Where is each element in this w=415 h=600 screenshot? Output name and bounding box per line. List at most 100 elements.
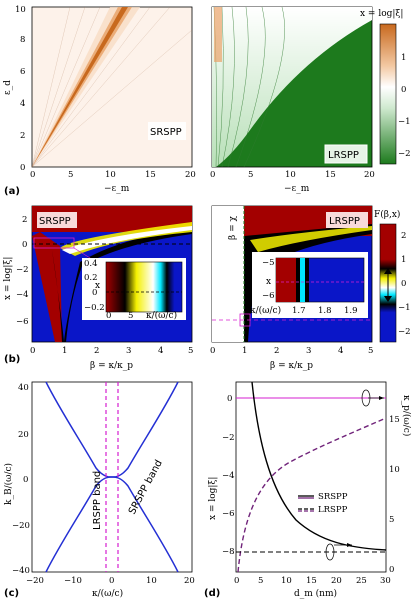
svg-text:0: 0 [23, 475, 28, 485]
svg-text:10: 10 [285, 170, 296, 180]
svg-text:5: 5 [389, 515, 394, 525]
svg-text:0: 0 [92, 288, 97, 298]
svg-text:−8: −8 [222, 547, 235, 557]
svg-text:4: 4 [20, 99, 25, 109]
panel-c-lrspp-band-label: LRSPP band [92, 471, 103, 530]
svg-text:5: 5 [128, 311, 133, 321]
panel-b-colorbar: F(β,x) 2 1 0 −1 −2 [374, 209, 411, 343]
panel-b-right-inset: −5 −6 x κ/(ω/c) 1.7 1.8 1.9 [250, 252, 368, 318]
panel-b-left-yticks: 2 0 −2 −4 −6 [16, 215, 29, 327]
svg-text:2: 2 [20, 131, 25, 141]
svg-text:6: 6 [20, 67, 25, 77]
svg-text:15: 15 [145, 170, 156, 180]
svg-text:−2: −2 [398, 327, 411, 337]
svg-text:2: 2 [274, 346, 279, 356]
svg-text:0.2: 0.2 [84, 273, 98, 283]
panel-d-xlabel: d_m (nm) [294, 588, 337, 599]
panel-a-left-yticks: 0 2 4 6 8 10 [15, 5, 26, 173]
panel-b-label: (b) [4, 354, 20, 365]
svg-text:−1: −1 [398, 303, 411, 313]
svg-text:−0.2: −0.2 [84, 303, 105, 313]
panel-b-left-tag: SRSPP [39, 216, 71, 227]
svg-text:8: 8 [20, 35, 25, 45]
panel-d-ylabel-right: κ_p/(ω/c) [401, 395, 412, 436]
panel-b-left-ylabel: x = log|ξ| [3, 257, 13, 300]
panel-b-right-xlabel: β = κ/κ_p [270, 361, 313, 371]
svg-text:2: 2 [401, 231, 406, 241]
panel-b-right-vline-label: β = χ [228, 216, 238, 240]
panel-c: LRSPP band SRSPP band k_B/(ω/c) κ/(ω/c) … [3, 381, 195, 599]
svg-text:0: 0 [106, 311, 111, 321]
svg-text:3: 3 [126, 346, 131, 356]
panel-a-colorbar: x = log|ξ| 1 0 −1 −2 [360, 9, 411, 165]
panel-b-left-inset: 0.4 0.2 0 −0.2 0 5 x κ/(ω/c) [82, 258, 186, 321]
svg-text:10: 10 [281, 576, 292, 586]
svg-text:0: 0 [109, 576, 114, 586]
svg-text:3: 3 [306, 346, 311, 356]
svg-text:2: 2 [22, 215, 27, 225]
svg-text:15: 15 [306, 576, 317, 586]
svg-text:1.7: 1.7 [292, 306, 306, 316]
panel-a-left-ylabel: ε_d [3, 80, 13, 95]
panel-a-left-xlabel: −ε_m [104, 184, 130, 194]
panel-a-right-xlabel: −ε_m [284, 184, 310, 194]
svg-text:1: 1 [401, 255, 406, 265]
svg-text:1: 1 [242, 346, 247, 356]
panel-d-label: (d) [204, 588, 220, 599]
svg-text:−2: −2 [222, 433, 235, 443]
panel-b-left-plot: SRSPP 0.4 0.2 0 −0.2 0 5 x κ/(ω/c) x = l… [3, 205, 193, 371]
svg-text:40: 40 [18, 383, 29, 393]
panel-b-right-inset-xlabel: κ/(ω/c) [250, 305, 281, 316]
svg-text:−5: −5 [262, 258, 275, 268]
svg-text:−2: −2 [16, 265, 29, 275]
svg-text:−6: −6 [222, 509, 235, 519]
svg-text:2: 2 [94, 346, 99, 356]
svg-text:−10: −10 [64, 576, 82, 586]
svg-text:30: 30 [380, 576, 391, 586]
svg-text:20: 20 [364, 170, 375, 180]
svg-text:20: 20 [185, 170, 196, 180]
svg-text:−6: −6 [262, 291, 275, 301]
panel-d-ylabel-left: x = log|ξ| [208, 477, 218, 520]
panel-a-left-tag: SRSPP [150, 127, 182, 138]
panel-d-yticks-left: 0 −2 −4 −6 −8 [222, 394, 235, 557]
panel-a-right-tag: LRSPP [328, 150, 359, 161]
panel-c-label: (c) [4, 588, 19, 599]
svg-text:0: 0 [389, 565, 394, 575]
panel-b-colorbar-title: F(β,x) [374, 209, 400, 220]
panel-a-left-plot: SRSPP ε_d −ε_m 0 5 10 15 20 0 2 4 6 8 10 [3, 5, 196, 194]
svg-text:−20: −20 [26, 576, 44, 586]
svg-text:0: 0 [30, 346, 35, 356]
svg-text:−4: −4 [16, 290, 29, 300]
panel-b-right-xticks: 0 1 2 3 4 5 [210, 346, 373, 356]
svg-text:−2: −2 [398, 149, 411, 159]
panel-c-ylabel: k_B/(ω/c) [3, 463, 14, 505]
svg-text:0: 0 [20, 163, 25, 173]
svg-text:5: 5 [368, 346, 373, 356]
panel-d-xticks: 0 5 10 15 20 25 30 [234, 576, 391, 586]
svg-text:1.8: 1.8 [318, 306, 332, 316]
svg-text:5: 5 [258, 576, 263, 586]
panel-d-legend: SRSPP LRSPP [296, 488, 366, 516]
svg-text:15: 15 [325, 170, 336, 180]
svg-text:0: 0 [30, 170, 35, 180]
panel-b-left-inset-ylabel: x [95, 281, 100, 291]
svg-text:10: 10 [389, 465, 400, 475]
svg-text:1.9: 1.9 [344, 306, 358, 316]
panel-a-right-plot: LRSPP −ε_m 0 5 10 15 20 [210, 6, 375, 194]
svg-text:0: 0 [234, 576, 239, 586]
svg-text:0: 0 [22, 240, 27, 250]
panel-b-left-inset-xlabel: κ/(ω/c) [146, 310, 177, 321]
svg-text:−6: −6 [16, 317, 29, 327]
svg-text:4: 4 [158, 346, 163, 356]
panel-a-colorbar-title: x = log|ξ| [360, 9, 403, 19]
panel-c-yticks: 40 20 0 −20 −40 [12, 383, 30, 576]
svg-text:0.4: 0.4 [84, 259, 98, 269]
panel-a-left-xticks: 0 5 10 15 20 [30, 170, 196, 180]
svg-text:4: 4 [338, 346, 343, 356]
panel-c-xlabel: κ/(ω/c) [92, 588, 123, 599]
panel-b: SRSPP 0.4 0.2 0 −0.2 0 5 x κ/(ω/c) x = l… [3, 205, 411, 371]
panel-a-right-xticks: 0 5 10 15 20 [210, 170, 375, 180]
svg-text:1: 1 [62, 346, 67, 356]
